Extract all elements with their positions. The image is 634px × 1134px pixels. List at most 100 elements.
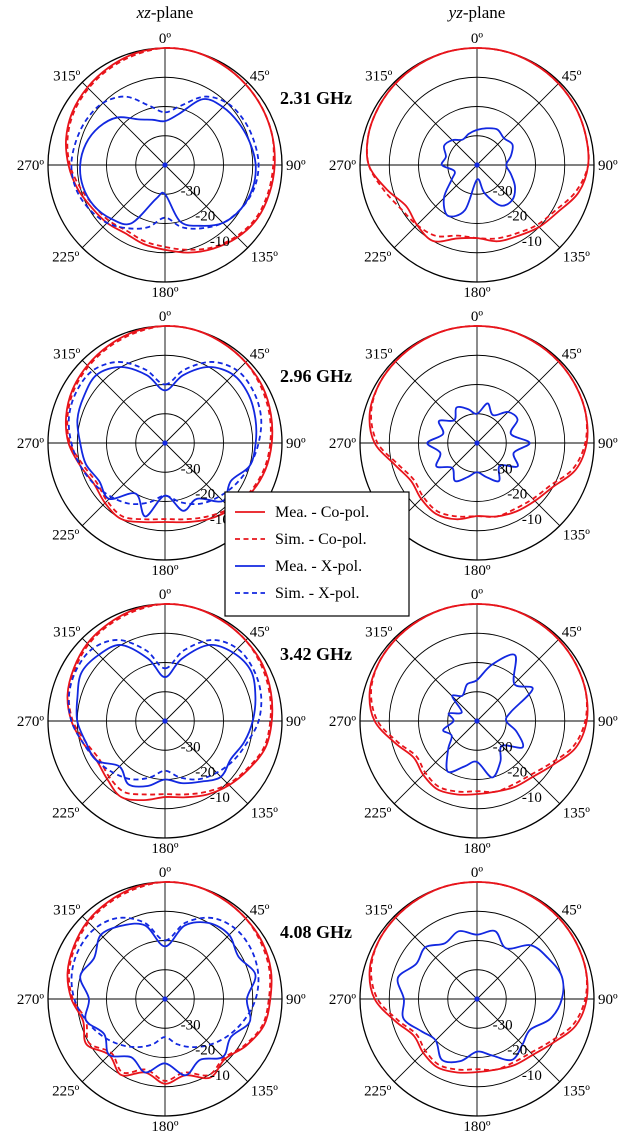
spoke-line xyxy=(393,720,478,805)
angle-label: 315º xyxy=(53,68,81,84)
spoke-line xyxy=(81,915,166,1000)
series-curve-mea-x-pol xyxy=(79,921,257,1077)
center-dot xyxy=(162,440,168,446)
angle-label: 315º xyxy=(365,346,393,362)
angle-label: 135º xyxy=(563,528,591,544)
series-curve-sim-x-pol xyxy=(67,639,263,781)
ring-label: -10 xyxy=(210,234,230,250)
spoke-line xyxy=(164,998,249,1083)
angle-label: 180º xyxy=(151,285,179,301)
series-curve-sim-co-pol xyxy=(370,881,588,1071)
frequency-label: 3.42 GHz xyxy=(280,644,352,664)
center-dot xyxy=(474,440,480,446)
spoke-line xyxy=(393,164,478,249)
angle-label: 0º xyxy=(471,865,484,881)
angle-label: 270º xyxy=(17,436,45,452)
series-curve-mea-x-pol xyxy=(440,127,516,218)
angle-label: 90º xyxy=(598,714,618,730)
series-curve-mea-co-pol xyxy=(64,325,274,524)
ring-label: -30 xyxy=(181,461,201,477)
angle-label: 0º xyxy=(159,309,172,325)
angle-label: 225º xyxy=(52,250,80,266)
angle-label: 90º xyxy=(286,436,306,452)
spoke-line xyxy=(476,720,561,805)
angle-label: 45º xyxy=(250,68,270,84)
series-curve-mea-x-pol xyxy=(79,98,257,227)
angle-label: 135º xyxy=(251,806,278,822)
angle-label: 180º xyxy=(151,841,179,857)
angle-label: 0º xyxy=(159,31,172,47)
ring-label: -10 xyxy=(522,790,542,806)
spoke-line xyxy=(81,637,166,722)
polar-panel-yz-3: 0º 45º 90º 135º 180º 225º 270º 315º -30 -20 -10 xyxy=(329,865,618,1134)
frequency-label: 4.08 GHz xyxy=(280,922,352,942)
series-curve-mea-x-pol xyxy=(442,653,534,779)
spoke-line xyxy=(81,81,166,166)
angle-label: 270º xyxy=(329,158,357,174)
angle-label: 180º xyxy=(463,563,491,579)
angle-label: 45º xyxy=(250,346,270,362)
ring-label: -30 xyxy=(493,183,513,199)
angle-label: 270º xyxy=(329,714,357,730)
series-curve-mea-x-pol xyxy=(426,402,531,483)
spoke-line xyxy=(164,637,249,722)
angle-label: 225º xyxy=(52,528,80,544)
ring-label: -30 xyxy=(181,1017,201,1033)
ring-label: -10 xyxy=(210,1068,230,1084)
ring-label: -10 xyxy=(522,234,542,250)
spoke-line xyxy=(393,915,478,1000)
spoke-line xyxy=(393,81,478,166)
legend: Mea. - Co-pol. Sim. - Co-pol. Mea. - X-pol… xyxy=(224,491,410,617)
angle-label: 45º xyxy=(562,902,582,918)
series-curve-mea-x-pol xyxy=(75,643,257,788)
spoke-line xyxy=(81,998,166,1083)
series-curve-sim-x-pol xyxy=(70,916,260,1049)
angle-label: 90º xyxy=(598,436,618,452)
ring-label: -10 xyxy=(522,512,542,528)
series-curve-sim-co-pol xyxy=(66,325,272,521)
angle-label: 45º xyxy=(250,902,270,918)
series-curve-sim-co-pol xyxy=(370,325,588,518)
angle-label: 315º xyxy=(53,624,81,640)
frequency-label: 2.31 GHz xyxy=(280,88,352,108)
polar-panel-xz-0: 0º 45º 90º 135º 180º 225º 270º 315º -30 -20 -10 xyxy=(17,31,306,301)
spoke-line xyxy=(81,359,166,444)
angle-label: 90º xyxy=(598,992,618,1008)
angle-label: 225º xyxy=(364,1084,392,1100)
angle-label: 180º xyxy=(463,841,491,857)
series-curve-mea-co-pol xyxy=(66,603,274,802)
angle-label: 0º xyxy=(159,587,172,603)
center-dot xyxy=(162,718,168,724)
spoke-line xyxy=(164,359,249,444)
ring-label: -20 xyxy=(195,209,215,225)
series-curve-mea-x-pol xyxy=(76,366,258,518)
ring-label: -20 xyxy=(507,209,527,225)
spoke-line xyxy=(476,442,561,527)
angle-label: 0º xyxy=(159,865,172,881)
series-curve-sim-x-pol xyxy=(67,361,263,506)
angle-label: 180º xyxy=(463,1119,491,1134)
spoke-line xyxy=(476,359,561,444)
ring-label: -10 xyxy=(210,790,230,806)
spoke-line xyxy=(476,998,561,1083)
angle-label: 270º xyxy=(329,436,357,452)
frequency-label: 2.96 GHz xyxy=(280,366,352,386)
angle-label: 45º xyxy=(562,346,582,362)
ring-label: -10 xyxy=(522,1068,542,1084)
series-curve-sim-co-pol xyxy=(370,603,588,793)
center-dot xyxy=(474,718,480,724)
spoke-line xyxy=(476,637,561,722)
ring-label: -20 xyxy=(507,1043,527,1059)
legend-label: Sim. - Co-pol. xyxy=(275,531,367,548)
ring-label: -30 xyxy=(181,183,201,199)
column-title-xz: xz-plane xyxy=(136,3,194,22)
angle-label: 0º xyxy=(471,587,484,603)
spoke-line xyxy=(476,164,561,249)
angle-label: 315º xyxy=(53,346,81,362)
ring-label: -20 xyxy=(195,765,215,781)
angle-label: 135º xyxy=(563,1084,591,1100)
angle-label: 135º xyxy=(251,1084,278,1100)
center-dot xyxy=(474,162,480,168)
center-dot xyxy=(162,162,168,168)
series-curve-sim-co-pol xyxy=(67,881,272,1082)
